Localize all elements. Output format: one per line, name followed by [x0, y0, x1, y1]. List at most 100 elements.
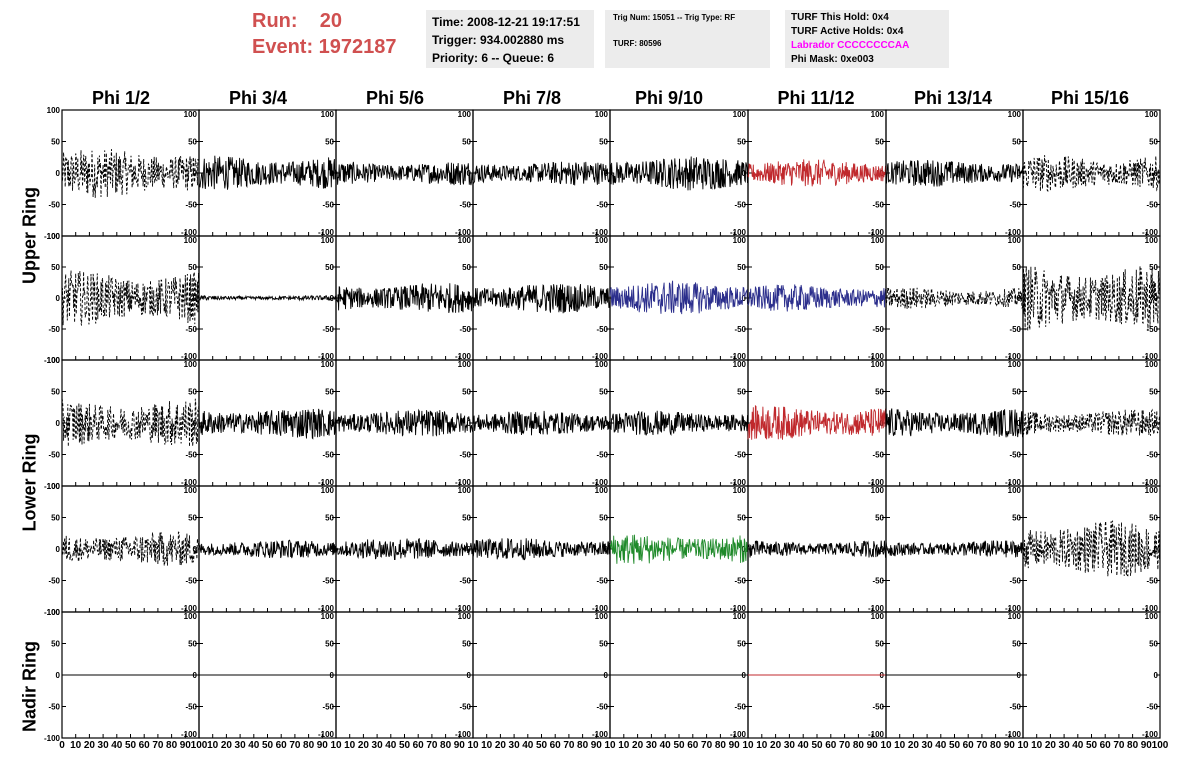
y-tick-label: 100 [47, 482, 61, 491]
x-tick-label: 90 [729, 740, 741, 751]
x-tick-label: 50 [399, 740, 411, 751]
waveform-trace [472, 410, 611, 436]
column-header-phi-15-16: Phi 15/16 [1050, 88, 1130, 108]
y-tick-label: 100 [595, 236, 609, 245]
y-tick-label: -100 [44, 608, 61, 617]
x-tick-label: 90 [317, 740, 329, 751]
time-text: Time: 2008-12-21 19:17:51 [432, 15, 580, 29]
y-tick-label: 100 [184, 360, 198, 369]
x-tick-label: 60 [825, 740, 837, 751]
x-tick-label: 60 [963, 740, 975, 751]
x-tick-label: 20 [908, 740, 920, 751]
y-tick-label: 100 [1008, 360, 1022, 369]
y-tick-label: 100 [595, 110, 609, 119]
x-tick-label: 40 [248, 740, 260, 751]
trig-num-text: Trig Num: 15051 -- Trig Type: RF [613, 13, 736, 22]
y-tick-label: 50 [599, 514, 608, 523]
trigger-text: Trigger: 934.002880 ms [432, 33, 565, 47]
y-tick-label: 50 [325, 138, 334, 147]
x-tick-label: 90 [591, 740, 603, 751]
labrador-text: Labrador CCCCCCCCAA [791, 40, 910, 51]
y-tick-label: 50 [188, 640, 197, 649]
turf-info-box: TURF This Hold: 0x4 TURF Active Holds: 0… [785, 10, 949, 68]
x-tick-label: 10 [207, 740, 219, 751]
x-tick-label: 40 [385, 740, 397, 751]
trigger-info-box: Trig Num: 15051 -- Trig Type: RF TURF: 8… [605, 10, 770, 68]
y-tick-label: 100 [184, 110, 198, 119]
x-tick-label: 30 [646, 740, 658, 751]
y-tick-label: 50 [188, 514, 197, 523]
x-tick-label: 60 [276, 740, 288, 751]
y-tick-label: 50 [599, 640, 608, 649]
y-tick-label: 0 [880, 169, 885, 178]
y-tick-label: 100 [47, 106, 61, 115]
waveform-trace [198, 155, 337, 190]
y-tick-label: 50 [875, 640, 884, 649]
time-info-box: Time: 2008-12-21 19:17:51 Trigger: 934.0… [426, 10, 594, 68]
y-tick-label: 100 [458, 486, 472, 495]
column-header-phi-13-14: Phi 13/14 [913, 88, 993, 108]
x-tick-label: 20 [221, 740, 233, 751]
y-tick-label: -50 [322, 451, 334, 460]
y-tick-label: 50 [1149, 263, 1158, 272]
column-header-phi-9-10: Phi 9/10 [634, 88, 704, 108]
x-tick-label: 60 [550, 740, 562, 751]
x-tick-label: 70 [152, 740, 164, 751]
y-tick-label: 100 [1145, 360, 1159, 369]
y-tick-label: 50 [875, 138, 884, 147]
y-tick-label: 100 [1008, 486, 1022, 495]
y-tick-label: -50 [1146, 325, 1158, 334]
waveform-trace [61, 398, 200, 447]
y-tick-label: -50 [185, 703, 197, 712]
waveform-trace [747, 284, 887, 312]
y-tick-label: 0 [467, 671, 472, 680]
x-tick-label: 20 [84, 740, 96, 751]
x-tick-label: 70 [426, 740, 438, 751]
y-tick-label: -50 [734, 201, 746, 210]
y-tick-label: 50 [51, 263, 60, 272]
y-tick-label: 0 [330, 671, 335, 680]
y-tick-label: 0 [742, 294, 747, 303]
x-tick-label: 10 [618, 740, 630, 751]
waveform-trace [1022, 408, 1161, 436]
y-tick-label: -50 [322, 201, 334, 210]
y-tick-label: -50 [322, 703, 334, 712]
y-tick-label: 100 [1145, 110, 1159, 119]
x-tick-label: 20 [358, 740, 370, 751]
y-tick-label: -50 [459, 451, 471, 460]
y-tick-label: -100 [44, 356, 61, 365]
phi-mask-text: Phi Mask: 0xe003 [791, 54, 874, 65]
y-tick-label: -100 [868, 228, 885, 237]
y-tick-label: 0 [56, 169, 61, 178]
x-tick-label: 80 [990, 740, 1002, 751]
y-tick-label: -100 [868, 604, 885, 613]
waveform-trace [198, 539, 337, 559]
y-tick-label: 50 [737, 640, 746, 649]
panel-frame [1022, 485, 1161, 613]
x-tick-label: 30 [509, 740, 521, 751]
y-tick-label: -100 [1142, 478, 1159, 487]
y-tick-label: 100 [871, 486, 885, 495]
y-tick-label: 50 [1012, 138, 1021, 147]
y-tick-label: 50 [737, 138, 746, 147]
x-tick-label: 10 [894, 740, 906, 751]
waveform-trace [335, 283, 474, 313]
y-tick-label: -100 [592, 730, 609, 739]
y-tick-label: 100 [1145, 236, 1159, 245]
y-tick-label: -100 [1142, 730, 1159, 739]
x-tick-label: 70 [563, 740, 575, 751]
y-tick-label: 100 [1008, 236, 1022, 245]
waveform-trace [61, 149, 200, 198]
waveform-trace [472, 284, 611, 314]
y-tick-label: 0 [1017, 671, 1022, 680]
y-tick-label: 50 [462, 138, 471, 147]
y-tick-label: -50 [596, 577, 608, 586]
y-tick-label: 100 [871, 612, 885, 621]
y-tick-label: 100 [47, 356, 61, 365]
waveform-trace [1022, 265, 1161, 332]
waveform-trace [198, 408, 337, 440]
y-tick-label: -100 [1005, 228, 1022, 237]
panel-frame [1022, 611, 1161, 739]
y-tick-label: -50 [734, 577, 746, 586]
x-tick-label: 90 [867, 740, 879, 751]
